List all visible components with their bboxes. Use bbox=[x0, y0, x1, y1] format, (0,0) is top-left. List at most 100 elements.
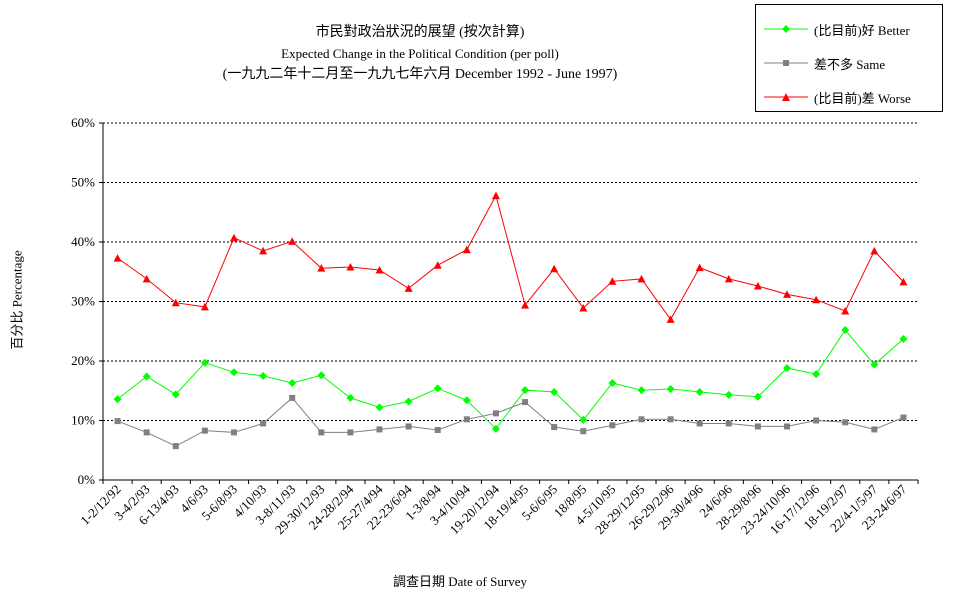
y-tick-label: 10% bbox=[71, 413, 95, 428]
data-point bbox=[899, 334, 908, 343]
chart-title: 市民對政治狀況的展望 (按次計算) bbox=[315, 25, 525, 40]
data-point bbox=[899, 277, 908, 286]
data-point bbox=[318, 429, 325, 436]
data-point bbox=[783, 364, 792, 373]
data-point bbox=[784, 423, 791, 430]
data-point bbox=[375, 403, 384, 412]
data-point bbox=[551, 424, 558, 431]
data-point bbox=[114, 418, 121, 425]
data-point bbox=[171, 298, 180, 307]
data-point bbox=[724, 390, 733, 399]
data-point bbox=[317, 264, 326, 272]
data-point bbox=[492, 410, 499, 417]
legend-item-worse: (比目前)差 Worse bbox=[764, 87, 911, 107]
data-point bbox=[229, 368, 238, 377]
y-tick-label: 0% bbox=[78, 472, 96, 487]
data-point bbox=[637, 386, 646, 395]
data-point bbox=[783, 290, 792, 298]
data-point bbox=[608, 379, 617, 388]
data-point bbox=[142, 274, 151, 283]
data-point bbox=[609, 422, 616, 429]
data-point bbox=[900, 414, 907, 421]
data-point bbox=[841, 326, 850, 335]
data-point bbox=[376, 426, 383, 433]
data-point bbox=[522, 399, 529, 406]
data-point bbox=[695, 387, 704, 396]
data-point bbox=[172, 443, 179, 450]
legend-swatch-better bbox=[764, 25, 808, 33]
data-point bbox=[870, 360, 879, 369]
legend-item-better: (比目前)好 Better bbox=[764, 19, 910, 39]
data-point bbox=[229, 233, 238, 242]
data-point bbox=[143, 429, 150, 436]
data-point bbox=[841, 307, 850, 315]
x-axis-label: 調查日期 Date of Survey bbox=[393, 574, 527, 589]
data-point bbox=[579, 415, 588, 424]
data-point bbox=[405, 423, 412, 430]
x-tick-label: 1-2/12/92 bbox=[77, 482, 123, 528]
y-tick-label: 20% bbox=[71, 353, 95, 368]
series-0 bbox=[113, 326, 908, 433]
y-tick-label: 30% bbox=[71, 294, 95, 309]
data-point bbox=[521, 301, 530, 309]
data-point bbox=[491, 424, 500, 433]
data-point bbox=[753, 392, 762, 401]
gridlines bbox=[103, 122, 918, 421]
series-lines bbox=[113, 191, 908, 450]
data-point bbox=[375, 265, 384, 274]
data-point bbox=[462, 245, 471, 254]
legend: (比目前)好 Better 差不多 Same (比目前)差 Worse bbox=[755, 4, 943, 112]
data-point bbox=[667, 416, 674, 423]
y-tick-label: 60% bbox=[71, 115, 95, 130]
data-point bbox=[666, 384, 675, 393]
data-point bbox=[433, 384, 442, 393]
legend-label-better: (比目前)好 Better bbox=[814, 22, 910, 38]
data-point bbox=[288, 237, 297, 245]
data-point bbox=[813, 417, 820, 424]
data-point bbox=[638, 416, 645, 423]
y-tick-labels: 0% 10% 20% 30% 40% 50% 60% bbox=[71, 115, 95, 487]
y-axis-label-wrap: 百分比 Percentage bbox=[6, 150, 26, 450]
data-point bbox=[753, 282, 762, 290]
data-point bbox=[637, 274, 646, 283]
data-point bbox=[347, 429, 354, 436]
data-point bbox=[259, 371, 268, 380]
data-point bbox=[113, 395, 122, 404]
chart-date-range: (一九九二年十二月至一九九七年六月 December 1992 - June 1… bbox=[222, 67, 618, 82]
data-point bbox=[695, 263, 704, 272]
data-point bbox=[171, 390, 180, 399]
chart-title-block: 市民對政治狀況的展望 (按次計算) Expected Change in the… bbox=[150, 22, 690, 85]
data-point bbox=[260, 420, 267, 427]
data-point bbox=[201, 427, 208, 434]
data-point bbox=[580, 428, 587, 435]
data-point bbox=[142, 372, 151, 381]
data-point bbox=[463, 416, 470, 423]
data-point bbox=[317, 371, 326, 380]
data-point bbox=[812, 370, 821, 379]
data-point bbox=[259, 246, 268, 255]
data-point bbox=[404, 284, 413, 292]
series-2 bbox=[113, 191, 908, 323]
series-line bbox=[117, 329, 904, 430]
data-point bbox=[434, 427, 441, 434]
data-point bbox=[870, 246, 879, 255]
data-point bbox=[754, 423, 761, 430]
legend-swatch-worse bbox=[764, 93, 808, 101]
y-axis-label: 百分比 Percentage bbox=[9, 250, 25, 350]
legend-label-same: 差不多 Same bbox=[814, 56, 886, 72]
y-tick-label: 50% bbox=[71, 175, 95, 190]
chart-subtitle: Expected Change in the Political Conditi… bbox=[281, 46, 559, 61]
data-point bbox=[812, 295, 821, 304]
data-point bbox=[666, 315, 675, 323]
data-point bbox=[113, 254, 122, 262]
data-point bbox=[200, 302, 209, 311]
legend-label-worse: (比目前)差 Worse bbox=[814, 90, 911, 106]
data-point bbox=[288, 379, 297, 388]
data-point bbox=[608, 277, 617, 285]
data-point bbox=[550, 387, 559, 396]
data-point bbox=[346, 262, 355, 271]
x-tick-labels: 1-2/12/923-4/2/936-13/4/934/6/935-6/8/93… bbox=[77, 481, 910, 537]
y-tick-label: 40% bbox=[71, 234, 95, 249]
data-point bbox=[230, 429, 237, 436]
